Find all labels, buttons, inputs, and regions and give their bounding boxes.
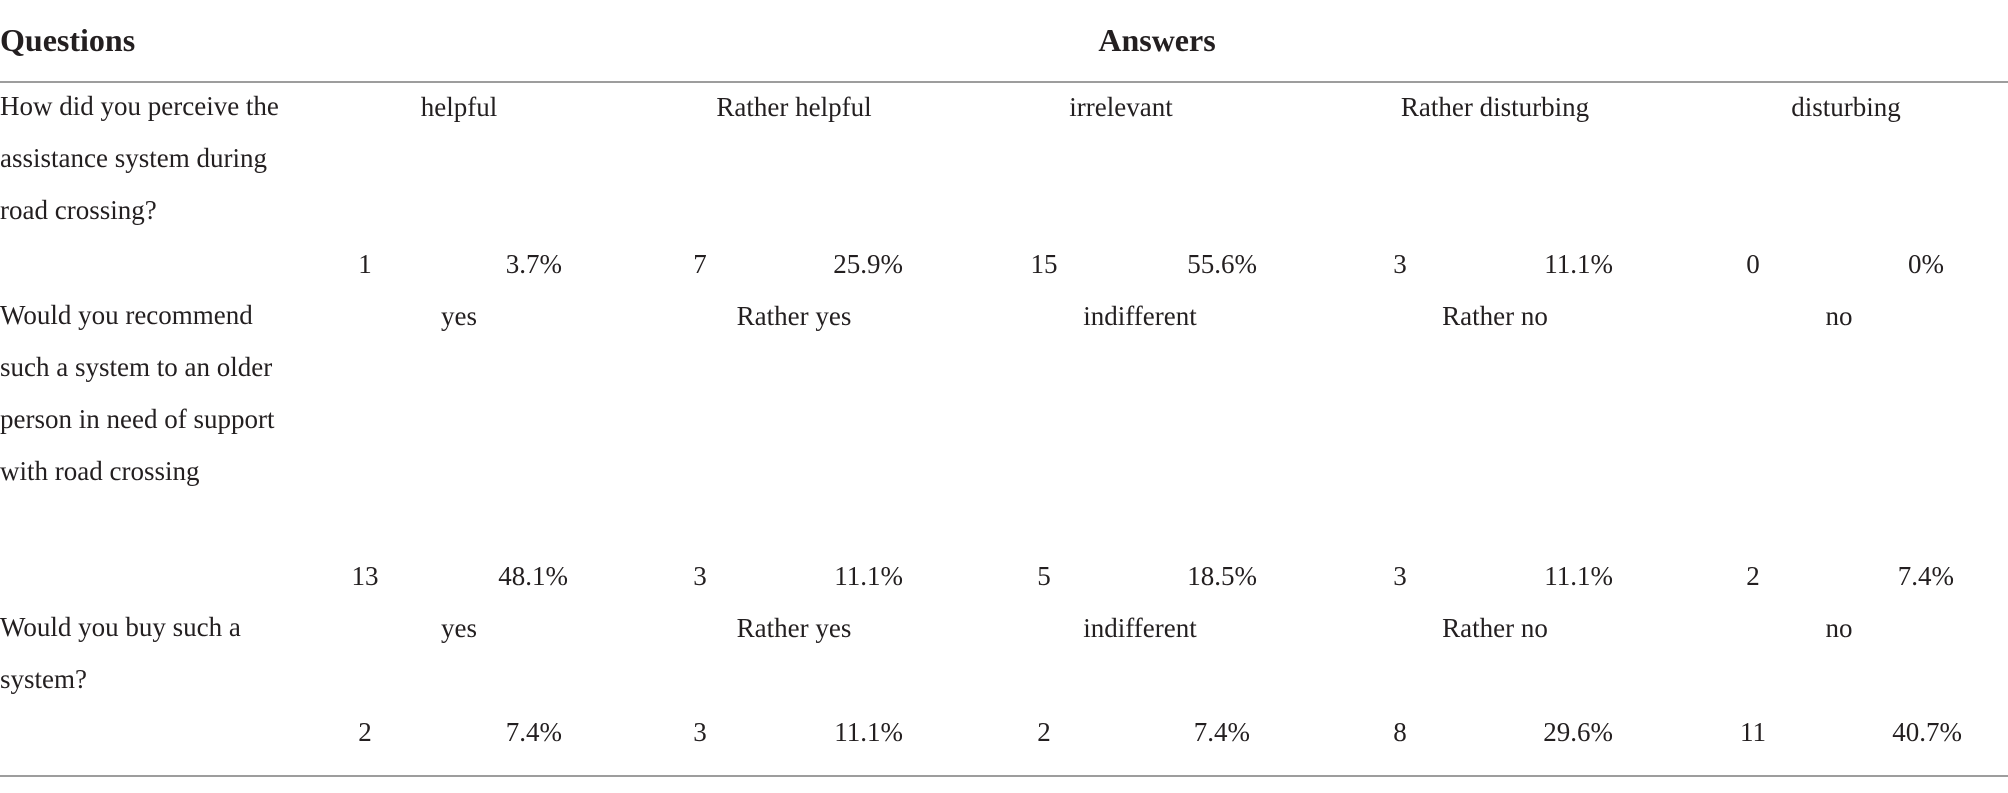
header-answers: Answers: [1098, 22, 1216, 58]
option-r1-2: Rather helpful: [716, 92, 872, 122]
option-r1-3: irrelevant: [1069, 92, 1173, 122]
option-r1-4: Rather disturbing: [1400, 92, 1590, 122]
option-r2-2: Rather yes: [736, 301, 852, 331]
option-r3-4: Rather no: [1442, 613, 1548, 643]
count-r3-3: 2: [1037, 717, 1051, 747]
option-r1-1: helpful: [420, 92, 498, 122]
option-r3-1: yes: [441, 613, 477, 643]
count-r1-2: 7: [693, 249, 707, 279]
option-r3-2: Rather yes: [736, 613, 852, 643]
count-r1-3: 15: [1030, 249, 1058, 279]
count-r2-3: 5: [1037, 561, 1051, 591]
top-rule: [0, 81, 2008, 83]
option-r3-3: indifferent: [1083, 613, 1197, 643]
percent-r2-4: 11.1%: [1544, 561, 1613, 591]
percent-r2-5: 7.4%: [1897, 561, 1954, 591]
question-3: Would you buy such a system?: [0, 612, 241, 694]
count-r3-1: 2: [358, 717, 372, 747]
count-r1-4: 3: [1393, 249, 1407, 279]
count-r2-2: 3: [693, 561, 707, 591]
header-questions: Questions: [0, 22, 136, 58]
count-r3-2: 3: [693, 717, 707, 747]
percent-r1-5: 0%: [1908, 249, 1944, 279]
percent-r3-3: 7.4%: [1193, 717, 1250, 747]
percent-r3-2: 11.1%: [834, 717, 903, 747]
count-r1-5: 0: [1746, 249, 1760, 279]
bottom-rule: [0, 775, 2008, 777]
count-r2-5: 2: [1746, 561, 1760, 591]
option-r2-1: yes: [441, 301, 477, 331]
percent-r1-3: 55.6%: [1187, 249, 1257, 279]
option-r2-3: indifferent: [1083, 301, 1197, 331]
count-r2-4: 3: [1393, 561, 1407, 591]
count-r3-5: 11: [1740, 717, 1766, 747]
count-r3-4: 8: [1393, 717, 1407, 747]
percent-r3-1: 7.4%: [505, 717, 562, 747]
count-r1-1: 1: [358, 249, 372, 279]
percent-r1-4: 11.1%: [1544, 249, 1613, 279]
count-r2-1: 13: [351, 561, 379, 591]
percent-r1-2: 25.9%: [833, 249, 903, 279]
option-r2-5: no: [1825, 301, 1853, 331]
percent-r2-3: 18.5%: [1187, 561, 1257, 591]
percent-r2-2: 11.1%: [834, 561, 903, 591]
question-2: Would you recommend such a system to an …: [0, 300, 275, 486]
percent-r3-5: 40.7%: [1892, 717, 1962, 747]
question-1: How did you perceive the assistance syst…: [0, 91, 279, 225]
option-r3-5: no: [1825, 613, 1853, 643]
percent-r2-1: 48.1%: [498, 561, 568, 591]
option-r2-4: Rather no: [1442, 301, 1548, 331]
option-r1-5: disturbing: [1791, 92, 1901, 122]
percent-r3-4: 29.6%: [1543, 717, 1613, 747]
percent-r1-1: 3.7%: [505, 249, 562, 279]
